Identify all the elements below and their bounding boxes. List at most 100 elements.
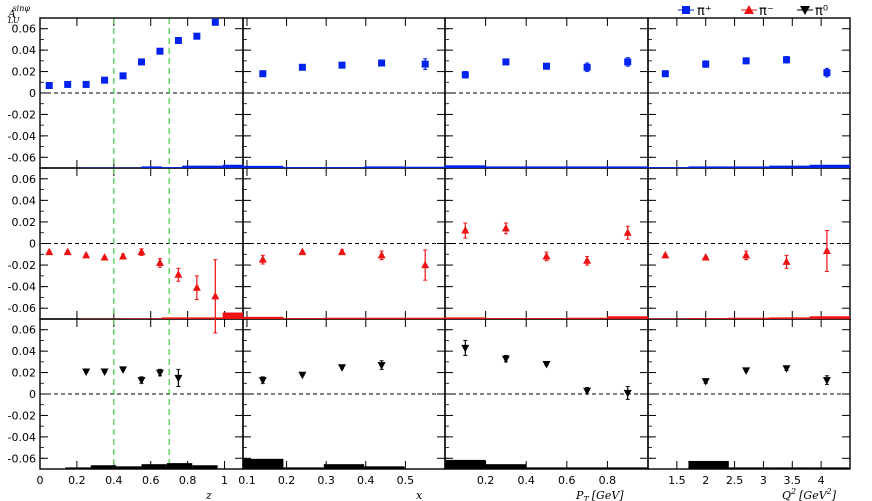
panel [444, 167, 649, 320]
data-point [421, 260, 430, 269]
y-tick-label: -0.02 [8, 259, 36, 272]
panel [444, 17, 649, 169]
x-tick-label: 0.5 [397, 474, 415, 487]
x-axis-title-q2-unit-sup: 2 [826, 487, 832, 496]
panel [242, 17, 446, 169]
y-axis-label: Asinφ LU [7, 4, 30, 25]
systematic-band [243, 316, 284, 319]
panel [647, 318, 851, 470]
data-point [137, 377, 146, 385]
x-tick-label: 0 [37, 474, 44, 487]
legend-marker-pi-plus [682, 6, 690, 14]
systematic-band [283, 467, 324, 469]
data-point [193, 32, 201, 40]
data-point [377, 250, 386, 259]
y-axis-label-sup: sinφ [13, 4, 31, 13]
data-point [119, 366, 128, 374]
systematic-band [769, 165, 810, 168]
data-point [119, 72, 127, 80]
systematic-band [809, 316, 850, 319]
x-tick-label: 0.4 [105, 474, 123, 487]
data-point [501, 355, 510, 364]
systematic-band [116, 466, 142, 469]
systematic-band [566, 467, 608, 469]
y-tick-label: -0.04 [8, 130, 36, 143]
data-point [137, 247, 146, 256]
systematic-band [141, 464, 167, 469]
systematic-band [566, 166, 608, 168]
x-axis-title-pt: PT [GeV] [575, 489, 624, 501]
y-tick-label: -0.06 [8, 302, 36, 315]
systematic-band [688, 460, 729, 469]
legend-marker-pi-zero [800, 6, 810, 15]
systematic-band [323, 167, 365, 168]
data-point [701, 253, 710, 261]
systematic-band [243, 165, 284, 168]
data-point [421, 60, 429, 68]
panel [39, 17, 244, 169]
x-axis-title-q2: Q2 [GeV2] [782, 487, 837, 501]
data-point [82, 250, 91, 259]
systematic-band [182, 317, 203, 319]
y-tick-label: 0 [29, 87, 36, 100]
systematic-band [243, 458, 284, 469]
systematic-band [161, 317, 183, 319]
data-point [45, 82, 53, 89]
data-point [211, 18, 219, 26]
y-tick-labels: 0.06 0.04 0.02 0 -0.02 -0.04 -0.06 0.06 0.04 0.02… [8, 23, 36, 466]
systematic-band [141, 318, 162, 319]
panel [647, 17, 851, 169]
systematic-band [222, 164, 243, 168]
systematic-band [526, 318, 567, 319]
data-point [298, 371, 307, 380]
data-point [298, 63, 306, 71]
panel [444, 318, 649, 470]
systematic-band [404, 166, 445, 168]
data-point [377, 362, 386, 370]
data-point [702, 60, 710, 68]
systematic-band [283, 318, 324, 319]
x-tick-label: 0.4 [517, 474, 535, 487]
data-point [259, 70, 267, 78]
y-tick-label: 0.04 [12, 194, 37, 207]
legend-label-pi-zero: π⁰ [815, 4, 828, 19]
data-point [502, 58, 510, 66]
data-point [501, 223, 510, 232]
data-point [461, 226, 470, 234]
data-point [742, 367, 751, 375]
x-axis-title-z: z [205, 489, 212, 501]
x-tick-label: 3 [760, 474, 767, 487]
systematic-band [323, 464, 365, 469]
systematic-band [728, 166, 770, 168]
panel [39, 318, 244, 470]
data-point [63, 247, 72, 256]
systematic-band [182, 165, 203, 168]
systematic-band [607, 316, 648, 319]
systematic-band [323, 317, 365, 319]
data-point [45, 247, 54, 256]
x-tick-label: 0.3 [317, 474, 335, 487]
systematic-band [526, 166, 567, 168]
data-point [823, 69, 831, 77]
systematic-band [769, 467, 810, 469]
y-tick-label: 0.02 [12, 66, 37, 79]
data-point [624, 58, 632, 66]
panel [647, 167, 851, 320]
data-point [822, 246, 831, 255]
y-tick-label: -0.02 [8, 108, 36, 121]
data-point [461, 344, 470, 353]
x-tick-label: 0.8 [179, 474, 197, 487]
systematic-band [404, 317, 445, 319]
systematic-band [728, 467, 770, 469]
y-tick-label: 0.02 [12, 367, 37, 380]
data-point [101, 76, 109, 84]
systematic-band [161, 167, 183, 168]
data-point [119, 251, 128, 260]
systematic-band [526, 467, 567, 469]
data-point [338, 364, 347, 372]
systematic-band [728, 317, 770, 319]
data-point [543, 62, 550, 70]
data-point [338, 61, 346, 69]
systematic-band [364, 317, 405, 319]
legend: π⁺ π⁻ π⁰ [678, 4, 828, 19]
